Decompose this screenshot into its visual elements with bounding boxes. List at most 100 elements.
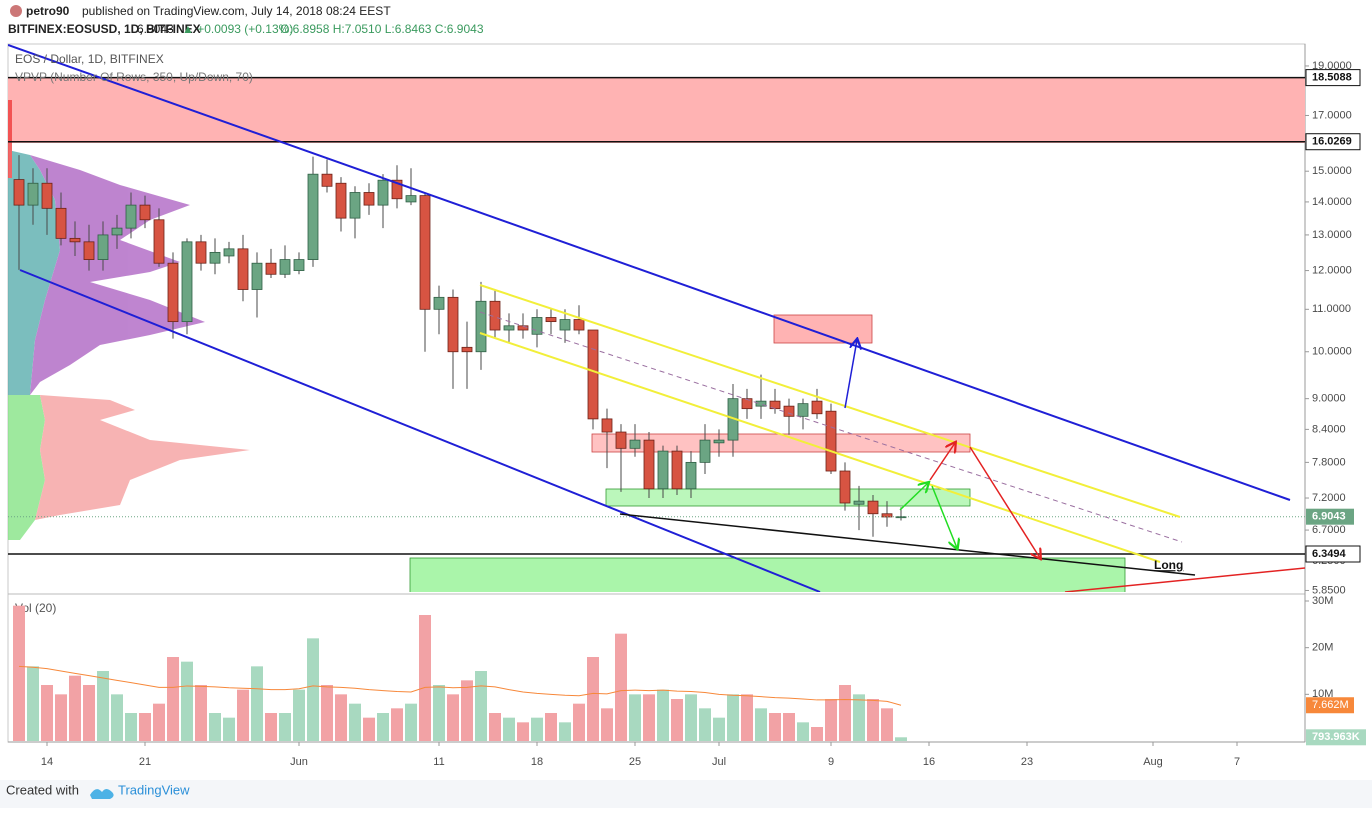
volume-bar xyxy=(83,685,95,741)
volume-bar xyxy=(713,717,725,741)
resistance-zone xyxy=(8,78,1305,143)
symbol: BITFINEX:EOSUSD, 1D, BITFINEX xyxy=(8,22,201,36)
volume-bar xyxy=(573,703,585,741)
candle-body xyxy=(587,329,599,420)
candle-body xyxy=(293,259,305,271)
volume-bar xyxy=(335,694,347,741)
volume-bar xyxy=(643,694,655,741)
candle-body xyxy=(321,173,333,187)
x-tick-label: 9 xyxy=(828,756,834,768)
x-tick-label: Aug xyxy=(1143,756,1163,768)
candle-body xyxy=(601,418,613,433)
volume-bar xyxy=(111,694,123,741)
candle-body xyxy=(419,195,431,310)
x-tick-label: 23 xyxy=(1021,756,1033,768)
candle-body xyxy=(223,248,235,257)
axes: 5.85006.25006.70007.20007.80008.40009.00… xyxy=(41,60,1366,768)
candle-body xyxy=(405,195,417,203)
volume-tag xyxy=(1306,729,1366,746)
x-tick-label: 25 xyxy=(629,756,641,768)
last-price-tag xyxy=(1306,508,1354,525)
volume-profile xyxy=(8,100,250,540)
volume-bar xyxy=(251,666,263,741)
candle-body xyxy=(685,461,697,490)
x-tick-label: 11 xyxy=(433,756,444,768)
candle-body xyxy=(853,500,865,505)
volume-bar xyxy=(685,694,697,741)
author[interactable]: petro90 xyxy=(26,4,70,18)
candle-body xyxy=(797,403,809,417)
logo xyxy=(90,789,114,799)
candle-body xyxy=(153,219,165,264)
price-title: EOS / Dollar, 1D, BITFINEX xyxy=(15,52,164,66)
y-tick-label: 17.0000 xyxy=(1312,109,1352,121)
volume-bar xyxy=(825,699,837,741)
candle-body xyxy=(643,439,655,490)
footer-created: Created with xyxy=(6,782,79,797)
volume-bar xyxy=(433,685,445,741)
published: published on TradingView.com, July 14, 2… xyxy=(82,4,391,18)
volume-bar xyxy=(153,703,165,741)
volume-bar xyxy=(657,689,669,741)
candle-body xyxy=(265,262,277,275)
candle-body xyxy=(167,262,179,323)
candle-body xyxy=(433,296,445,310)
header-bar xyxy=(0,0,1372,42)
volume-bar xyxy=(699,708,711,741)
candle-body xyxy=(531,317,543,335)
volume-bar xyxy=(461,680,473,741)
candle-body xyxy=(349,192,361,219)
volume-bar xyxy=(69,675,81,741)
volume-bar xyxy=(755,708,767,741)
volume-bar xyxy=(377,713,389,741)
y-tick-label: 30M xyxy=(1312,595,1333,607)
volume-bar xyxy=(279,713,291,741)
candle-body xyxy=(699,439,711,463)
volume-bar xyxy=(349,703,361,741)
candle-body xyxy=(279,259,291,275)
price-lines xyxy=(8,76,1305,555)
volume-bar xyxy=(895,737,907,741)
volume-bar xyxy=(405,703,417,741)
candle-body xyxy=(111,227,123,236)
volume-bar xyxy=(97,671,109,741)
volume-bar xyxy=(363,717,375,741)
x-tick-label: Jul xyxy=(712,756,726,768)
volume-bar xyxy=(447,694,459,741)
volume-bar xyxy=(475,671,487,741)
annotation: Long xyxy=(1154,558,1183,572)
candle-body xyxy=(55,207,67,239)
volume-bar xyxy=(727,694,739,741)
footer-brand[interactable]: TradingView xyxy=(118,782,190,797)
candle-body xyxy=(475,300,487,353)
volume-bar xyxy=(601,708,613,741)
candle-body xyxy=(181,241,193,323)
price-tag xyxy=(1305,133,1361,151)
y-tick-label: 9.0000 xyxy=(1312,393,1346,405)
x-tick-label: 21 xyxy=(139,756,151,768)
candle-body xyxy=(13,179,25,206)
candle-body xyxy=(97,234,109,260)
y-tick-label: 15.0000 xyxy=(1312,165,1352,177)
volume-bar xyxy=(615,633,627,741)
candle-body xyxy=(657,450,669,490)
change: ▲ +0.0093 (+0.13%) xyxy=(182,22,293,36)
volume-bar xyxy=(55,694,67,741)
price-tag xyxy=(1305,69,1361,87)
candle-body xyxy=(895,516,907,519)
price-pane: Long xyxy=(8,44,1305,592)
candle-body xyxy=(671,450,683,490)
candle-body xyxy=(447,296,459,353)
y-tick-label: 7.2000 xyxy=(1312,492,1346,504)
candle-body xyxy=(559,319,571,331)
candle-body xyxy=(573,319,585,331)
candle-body xyxy=(825,410,837,472)
footer-bar xyxy=(0,780,1372,808)
candle-body xyxy=(741,398,753,410)
candles xyxy=(13,155,907,537)
candle-body xyxy=(83,241,95,260)
price-tag-label: 6.3494 xyxy=(1312,548,1347,560)
candle-body xyxy=(839,470,851,504)
volume-bar xyxy=(545,713,557,741)
